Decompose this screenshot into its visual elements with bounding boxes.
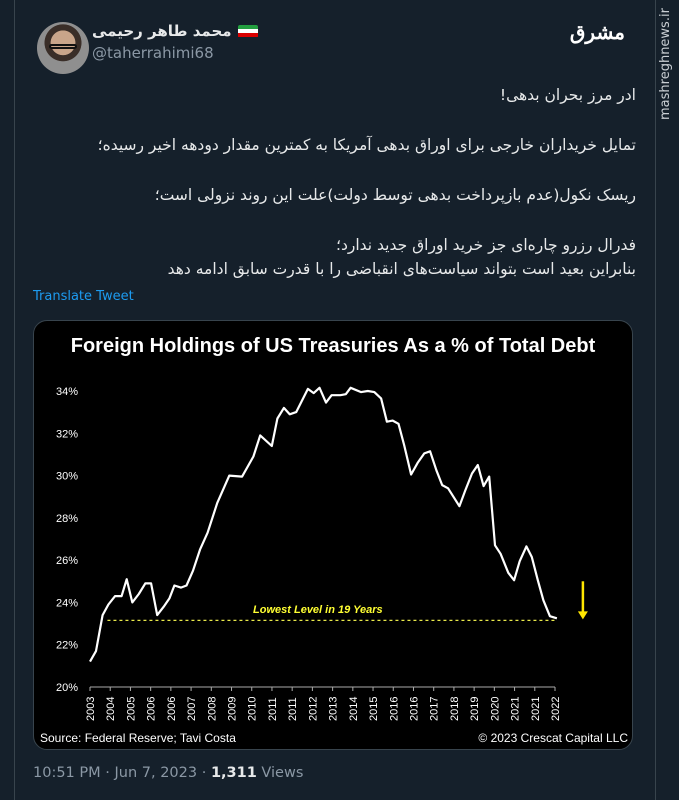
x-tick-label: 2007: [186, 697, 198, 721]
x-tick-label: 2004: [105, 697, 117, 721]
meta-separator: ·: [105, 765, 110, 781]
tweet-text-line: تمایل خریداران خارجی برای اوراق بدهی آمر…: [97, 136, 636, 154]
chart-copyright: © 2023 Crescat Capital LLC: [478, 731, 628, 745]
x-tick-label: 2014: [348, 697, 360, 721]
tweet-text-line: ریسک نکول(عدم بازپرداخت بدهی توسط دولت)ع…: [154, 186, 636, 204]
x-tick-label: 2005: [125, 697, 137, 721]
series-line-foreign-holdings: [89, 386, 558, 663]
x-tick-label: 2009: [227, 697, 239, 721]
y-tick-label: 30%: [56, 471, 78, 483]
chart-image[interactable]: Foreign Holdings of US Treasuries As a %…: [33, 320, 633, 750]
x-tick-label: 2017: [429, 697, 441, 721]
author-name-row[interactable]: محمد طاهر رحیمی: [92, 22, 258, 40]
x-tick-label: 2019: [469, 697, 481, 721]
x-tick-label: 2011: [267, 697, 279, 721]
meta-separator: ·: [201, 765, 207, 781]
x-tick-label: 2021: [510, 697, 522, 721]
chart-title: Foreign Holdings of US Treasuries As a %…: [71, 335, 596, 357]
x-tick-label: 2008: [206, 697, 218, 721]
chart-svg: Foreign Holdings of US Treasuries As a %…: [40, 335, 628, 745]
iran-flag-icon: [237, 24, 258, 38]
down-arrow-icon: [577, 611, 588, 620]
x-tick-label: 2006: [146, 697, 158, 721]
x-tick-label: 2010: [247, 697, 259, 721]
tweet-text-line: فدرال رزرو چاره‌ای جز خرید اوراق جدید ند…: [336, 236, 636, 254]
x-tick-label: 2022: [550, 697, 562, 721]
x-tick-label: 2013: [328, 697, 340, 721]
y-tick-label: 26%: [56, 555, 78, 567]
views-label: Views: [261, 765, 304, 781]
annotation-lowest-level: Lowest Level in 19 Years: [253, 604, 383, 616]
x-tick-label: 2003: [85, 697, 97, 721]
author-handle[interactable]: @taherrahimi68: [92, 44, 214, 62]
y-tick-label: 20%: [56, 682, 78, 694]
avatar[interactable]: [37, 22, 89, 74]
y-tick-label: 22%: [56, 640, 78, 652]
x-tick-label: 2006: [166, 697, 178, 721]
watermark-site: mashreghnews.ir: [658, 8, 673, 120]
x-tick-label: 2016: [408, 697, 420, 721]
y-tick-label: 32%: [56, 428, 78, 440]
tweet-time[interactable]: 10:51 PM: [33, 765, 101, 781]
x-tick-label: 2018: [449, 697, 461, 721]
author-display-name[interactable]: محمد طاهر رحیمی: [92, 22, 232, 40]
y-tick-label: 34%: [56, 386, 78, 398]
views-count: 1,311: [210, 765, 257, 781]
x-tick-label: 2020: [489, 697, 501, 721]
tweet-meta: 10:51 PM · Jun 7, 2023 · 1,311 Views: [33, 765, 303, 781]
timeline-border-left: [14, 0, 15, 800]
tweet-text-line: ادر مرز بحران بدهی!: [499, 86, 636, 104]
avatar-glasses: [49, 44, 77, 49]
y-tick-label: 28%: [56, 513, 78, 525]
y-tick-label: 24%: [56, 597, 78, 609]
tweet-date[interactable]: Jun 7, 2023: [114, 765, 198, 781]
x-tick-label: 2015: [368, 697, 380, 721]
timeline-border-right: [655, 0, 656, 800]
watermark-logo: مشرق: [569, 20, 625, 44]
tweet-text-line: بنابراین بعید است بتواند سیاست‌های انقبا…: [167, 260, 636, 278]
x-tick-label: 2012: [307, 697, 319, 721]
x-tick-label: 2021: [530, 697, 542, 721]
x-tick-label: 2011: [287, 697, 299, 721]
x-tick-label: 2016: [388, 697, 400, 721]
chart-source: Source: Federal Reserve; Tavi Costa: [40, 731, 236, 745]
translate-tweet-link[interactable]: Translate Tweet: [33, 289, 134, 304]
